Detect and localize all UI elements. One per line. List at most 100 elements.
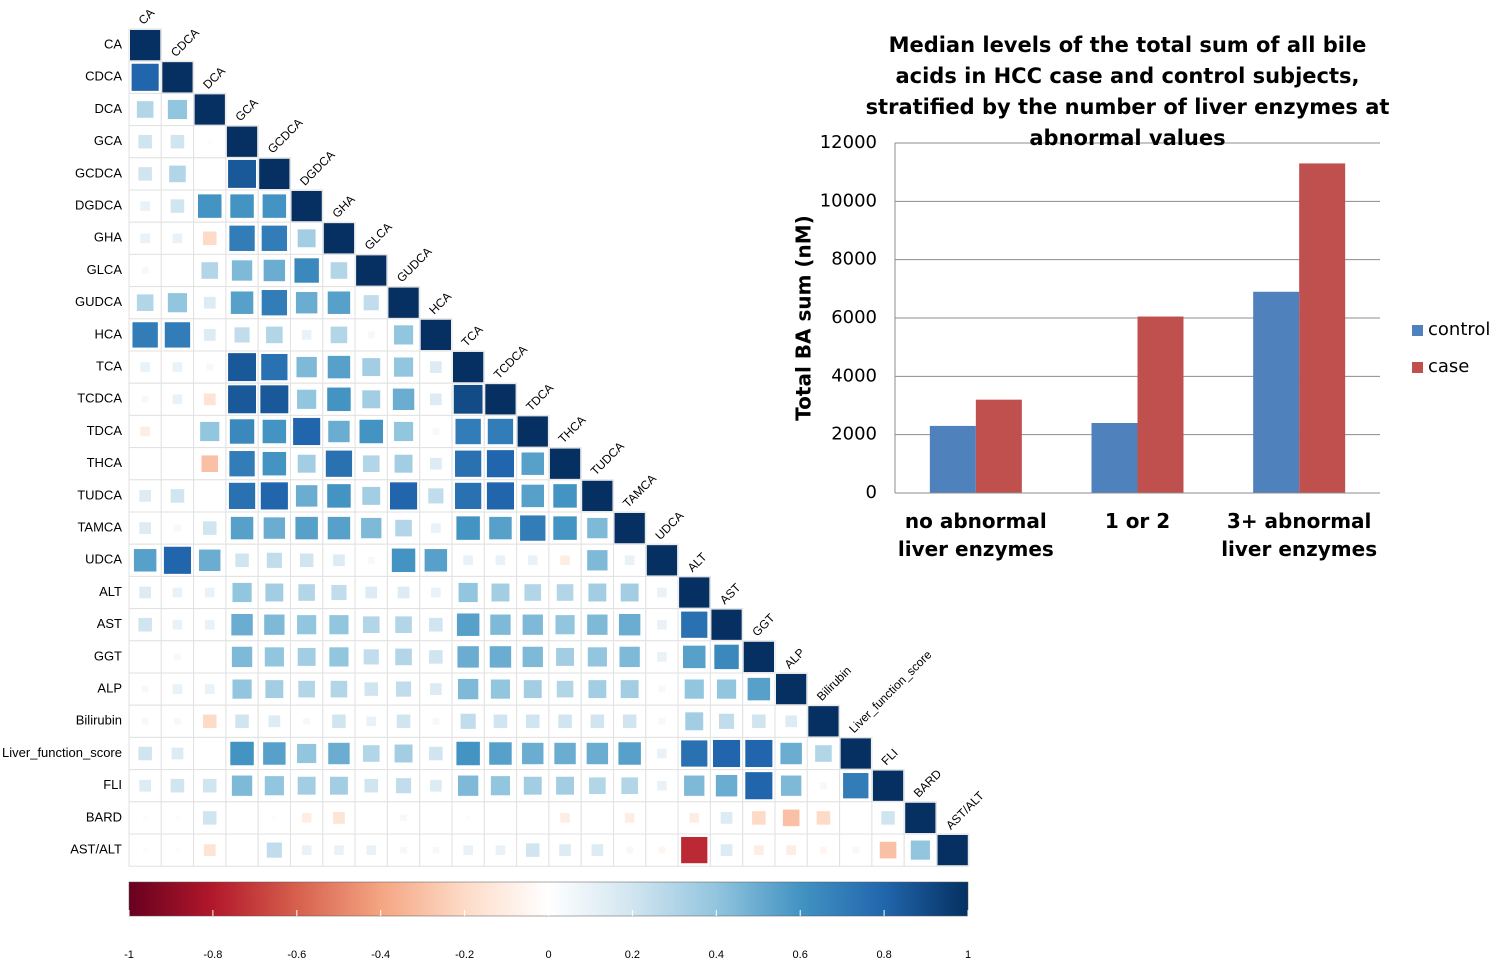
corr-square (388, 287, 419, 318)
column-label: TCDCA (491, 342, 530, 381)
corr-square (394, 744, 413, 763)
corr-square (362, 486, 381, 505)
corr-square (489, 742, 512, 765)
corr-square (138, 134, 152, 149)
corr-square (297, 454, 316, 473)
corr-square (618, 613, 641, 636)
corr-square (229, 225, 255, 251)
corr-square (263, 742, 286, 765)
corr-square (523, 680, 542, 699)
corr-square (716, 679, 737, 699)
corr-square (588, 680, 607, 699)
corr-square (843, 773, 869, 799)
corr-square (140, 426, 150, 437)
corr-square (327, 355, 351, 379)
cell-frame (160, 253, 195, 288)
y-axis-label: Total BA sum (nM) (792, 215, 816, 421)
colorbar-tick-label: 0.8 (876, 949, 891, 960)
corr-square (460, 713, 476, 729)
corr-square (203, 393, 216, 406)
row-label: HCA (95, 326, 123, 341)
cell-frame (839, 833, 873, 867)
corr-square (455, 450, 482, 477)
corr-square (910, 840, 930, 860)
column-label: GLCA (362, 220, 395, 253)
corr-square (301, 845, 312, 855)
corr-square (332, 714, 346, 729)
corr-square (141, 267, 149, 274)
corr-square (556, 776, 575, 795)
corr-square (330, 326, 348, 344)
corr-square (172, 362, 183, 372)
corr-square (657, 619, 667, 630)
corr-square (259, 158, 290, 190)
corr-square (485, 384, 516, 415)
corr-square (587, 517, 608, 539)
column-label: BARD (911, 766, 945, 800)
corr-square (428, 488, 444, 504)
corr-square (291, 190, 322, 222)
corr-square (297, 647, 316, 666)
corr-square (523, 776, 542, 795)
row-label: GLCA (87, 262, 123, 277)
corr-square (230, 194, 254, 218)
corr-square (228, 353, 257, 382)
corr-square (203, 296, 216, 309)
corr-square (881, 811, 895, 825)
row-label: GGT (94, 648, 122, 663)
corr-square (432, 717, 440, 725)
corr-square (133, 549, 157, 572)
corr-square (170, 199, 185, 213)
corr-square (588, 583, 607, 602)
corr-square (207, 139, 212, 144)
corr-square (229, 419, 255, 444)
corr-square (582, 480, 613, 512)
colorbar-tick-label: -0.2 (455, 949, 474, 960)
corr-square (139, 490, 152, 502)
corr-square (560, 555, 570, 566)
corr-square (325, 450, 353, 477)
cell-frame (128, 447, 162, 481)
row-label: DGDCA (75, 198, 122, 213)
corr-square (266, 552, 282, 568)
cell-frame (580, 801, 615, 835)
corr-square (130, 29, 161, 61)
corr-square (136, 294, 154, 311)
column-label: AST (717, 580, 744, 607)
corr-square (621, 777, 638, 794)
corr-square (525, 714, 540, 729)
corr-square (303, 717, 311, 725)
corr-square (782, 809, 800, 827)
corr-square (785, 715, 798, 728)
corr-square (815, 745, 832, 762)
corr-square (232, 582, 252, 603)
corr-square (131, 63, 159, 91)
corr-square (393, 357, 414, 377)
row-label: TAMCA (77, 520, 122, 535)
colorbar-tick-label: 1 (965, 949, 971, 960)
corr-square (199, 549, 221, 572)
column-label: TCA (459, 322, 486, 349)
corr-square (684, 679, 704, 699)
corr-square (786, 845, 796, 855)
y-tick-label: 8000 (831, 249, 877, 270)
corr-square (431, 587, 441, 598)
corr-square (489, 646, 512, 668)
corr-square (657, 780, 667, 791)
corr-square (618, 742, 641, 765)
x-tick-label: no abnormal liver enzymes (897, 509, 1054, 561)
row-label: FLI (103, 777, 122, 792)
row-label: GUDCA (75, 294, 122, 309)
corr-square (683, 645, 706, 669)
corr-square (327, 387, 351, 412)
corr-square (424, 549, 448, 572)
row-label: TUDCA (77, 487, 122, 502)
row-label: CDCA (85, 69, 122, 84)
corr-square (170, 134, 185, 149)
corr-square (230, 741, 254, 766)
column-label: Liver_function_score (846, 647, 934, 735)
column-label: GCA (233, 96, 261, 124)
corr-square (232, 679, 252, 699)
corr-square (681, 836, 708, 864)
corr-square (743, 641, 774, 673)
